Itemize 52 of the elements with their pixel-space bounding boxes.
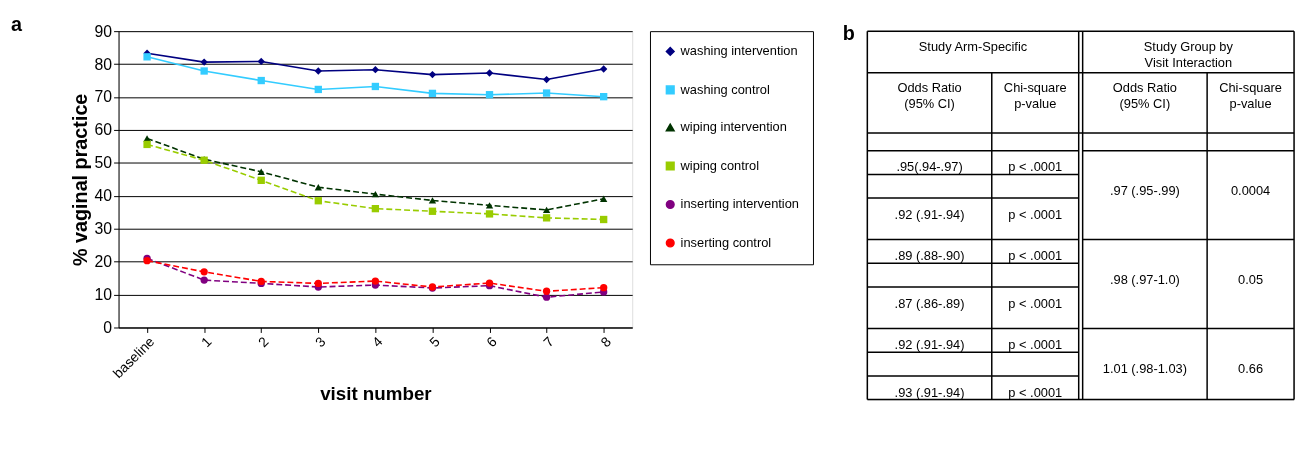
y-tick-label: 70 xyxy=(94,88,113,106)
text: p < .0001 xyxy=(1008,248,1063,264)
text: 0.0004 xyxy=(1230,183,1271,199)
text: Chi-square p-value xyxy=(1219,80,1282,112)
text: b xyxy=(842,22,855,45)
text: p < .0001 xyxy=(1008,384,1063,400)
x-tick-label: 4 xyxy=(368,333,386,351)
text: Odds Ratio (95% CI) xyxy=(897,80,962,112)
x-tick-label: 7 xyxy=(540,333,557,351)
text: .93 (.91-.94) xyxy=(894,384,965,400)
x-tick-label: 6 xyxy=(483,333,501,351)
text: .89 (.88-.90) xyxy=(894,248,965,264)
x-axis-title: visit number xyxy=(320,382,433,404)
text: p < .0001 xyxy=(1008,159,1063,175)
text: 0.05 xyxy=(1238,272,1264,288)
chart-title: a xyxy=(11,13,24,36)
x-tick-label: 3 xyxy=(311,333,329,351)
legend-label: inserting intervention xyxy=(680,196,799,212)
text: Chi-square p-value xyxy=(1003,80,1067,112)
y-tick-label: 60 xyxy=(94,121,113,139)
text: .92 (.91-.94) xyxy=(894,337,965,353)
text: Odds Ratio (95% CI) xyxy=(1112,80,1177,112)
y-tick-label: 30 xyxy=(94,220,113,238)
y-tick-label: 50 xyxy=(94,154,113,172)
text: p < .0001 xyxy=(1008,206,1063,222)
text: .95(.94-.97) xyxy=(896,159,963,175)
legend-label: wiping intervention xyxy=(679,119,787,135)
legend-label: washing control xyxy=(679,81,770,97)
text: Study Group by Visit Interaction xyxy=(1143,38,1234,70)
y-tick-label: 40 xyxy=(94,187,113,205)
text: .92 (.91-.94) xyxy=(894,206,965,222)
legend-label: inserting control xyxy=(680,234,772,250)
text: .97 (.95-.99) xyxy=(1109,183,1180,199)
x-tick-label: 5 xyxy=(426,333,443,351)
text: p < .0001 xyxy=(1008,337,1063,353)
x-tick-label: 8 xyxy=(597,333,615,351)
y-tick-label: 90 xyxy=(94,22,113,40)
text: Study Arm-Specific xyxy=(918,38,1028,54)
x-tick-label: 1 xyxy=(197,333,215,351)
text: p < .0001 xyxy=(1008,295,1063,311)
y-tick-label: 20 xyxy=(94,253,113,271)
text: 1.01 (.98-1.03) xyxy=(1102,360,1187,376)
text: .87 (.86-.89) xyxy=(894,295,965,311)
x-tick-label: 2 xyxy=(254,333,272,351)
y-tick-label: 80 xyxy=(94,55,113,73)
text: .98 (.97-1.0) xyxy=(1109,272,1180,288)
legend-label: washing intervention xyxy=(679,43,798,59)
text: 0.66 xyxy=(1238,360,1264,376)
legend-label: wiping control xyxy=(679,157,760,173)
y-tick-label: 10 xyxy=(94,286,113,304)
y-axis-title: % vaginal practice xyxy=(68,93,91,266)
y-tick-label: 0 xyxy=(103,318,113,336)
